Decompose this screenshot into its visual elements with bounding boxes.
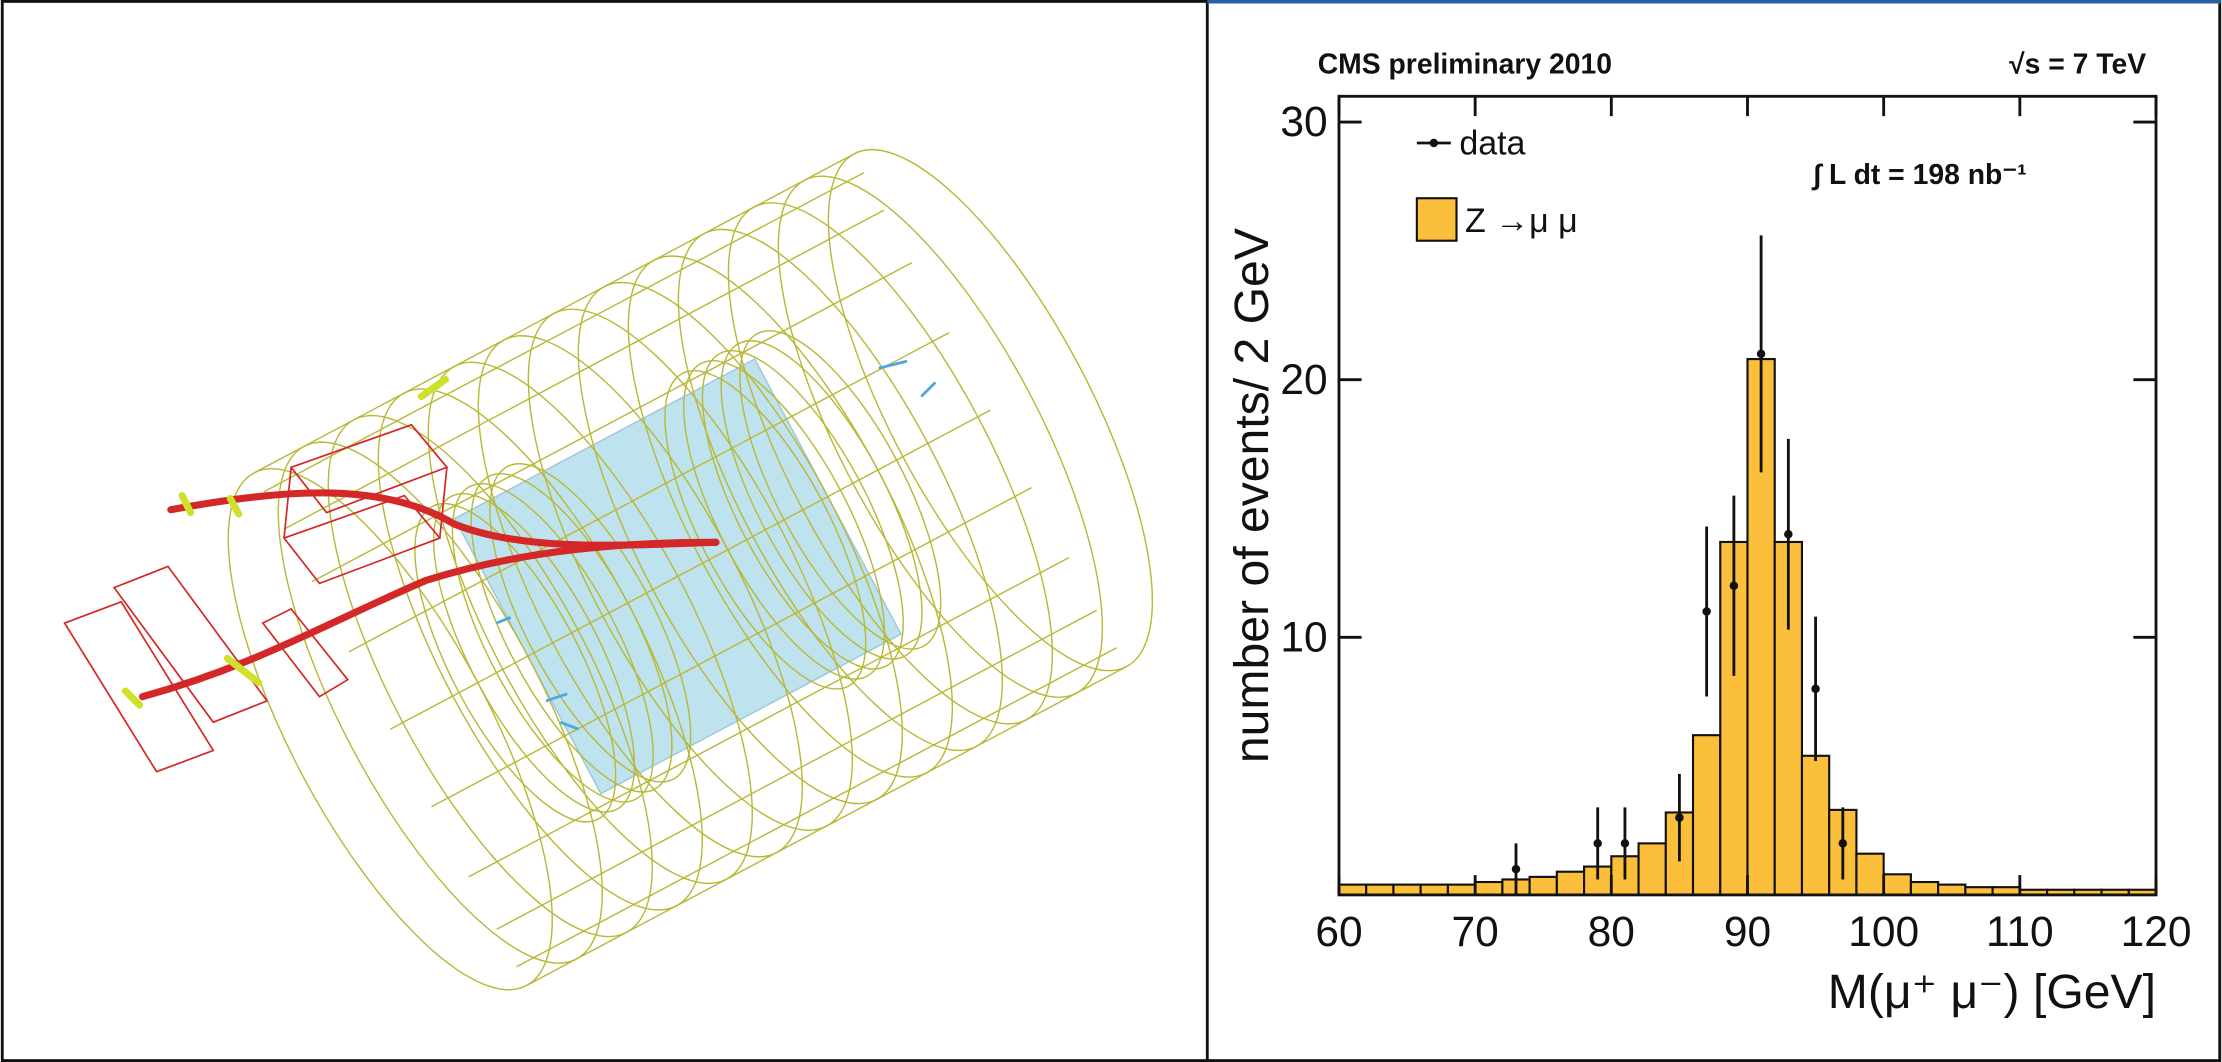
- hit: [559, 720, 580, 731]
- long-line: [431, 487, 1032, 808]
- x-tick-label: 70: [1452, 909, 1499, 956]
- y-axis-label: number of events/ 2 GeV: [1225, 228, 1279, 763]
- data-point: [1729, 581, 1739, 591]
- histogram-bar: [1528, 875, 1558, 896]
- y-tick-label: 10: [1280, 614, 1327, 661]
- histogram-bar: [1909, 880, 1940, 896]
- long-line: [496, 609, 1098, 930]
- x-tick-label: 120: [2121, 909, 2192, 956]
- hit: [121, 687, 144, 709]
- long-line: [516, 647, 1118, 968]
- hit: [545, 692, 568, 703]
- x-tick-label: 110: [1986, 909, 2054, 956]
- long-line: [253, 153, 855, 474]
- hits: [121, 375, 450, 709]
- long-line: [283, 209, 885, 530]
- hit: [223, 654, 263, 687]
- x-tick-label: 60: [1315, 909, 1362, 956]
- energy-label: √s = 7 TeV: [2009, 49, 2146, 81]
- histogram-bar: [1937, 883, 1967, 896]
- hit: [878, 359, 908, 370]
- long-line: [348, 332, 950, 653]
- histogram-bar: [1882, 873, 1912, 896]
- data-point: [1756, 349, 1766, 359]
- lumi-label: ∫ L dt = 198 nb⁻¹: [1811, 159, 2026, 191]
- x-tick-label: 100: [1848, 909, 1919, 956]
- histogram-bar: [1691, 734, 1722, 896]
- chamber-edge: [283, 467, 292, 539]
- data-point: [1593, 839, 1602, 848]
- chamber-edge: [438, 467, 448, 539]
- long-line: [526, 665, 1127, 987]
- histogram-bar: [1474, 880, 1504, 896]
- hit: [417, 375, 450, 401]
- data-point: [1511, 864, 1521, 874]
- y-tick-label: 30: [1280, 99, 1327, 146]
- data-point: [1675, 813, 1684, 822]
- histogram-bar: [1365, 883, 1395, 896]
- hit: [920, 381, 937, 398]
- histogram-bar: [1800, 754, 1831, 896]
- long-line: [311, 261, 913, 583]
- data-point: [1620, 839, 1630, 848]
- hit: [226, 494, 243, 518]
- long-line: [263, 171, 865, 493]
- histogram-bar: [1419, 883, 1449, 896]
- x-tick-label: 90: [1724, 909, 1771, 956]
- muon-chambers: [63, 423, 449, 773]
- histogram-bar: [1555, 870, 1586, 896]
- data-point: [1838, 839, 1848, 848]
- legend-data-marker: [1429, 138, 1439, 148]
- histogram-bar: [1637, 842, 1667, 896]
- event-display: [63, 148, 1154, 991]
- legend-label: Z →μ μ: [1465, 202, 1578, 240]
- x-axis-label: M(μ⁺ μ⁻) [GeV]: [1828, 965, 2156, 1019]
- x-tick-label: 80: [1588, 909, 1635, 956]
- histogram-bar: [1392, 883, 1422, 896]
- chamber: [63, 600, 215, 773]
- calo-hits: [495, 359, 937, 731]
- chamber: [261, 607, 350, 698]
- long-line: [389, 409, 991, 730]
- detector-wireframe: [227, 148, 1154, 991]
- hit: [178, 492, 195, 517]
- histogram-bar: [1337, 883, 1368, 896]
- legend-label: data: [1459, 124, 1525, 162]
- data-point: [1811, 684, 1820, 694]
- legend-swatch: [1415, 197, 1458, 242]
- hit: [495, 616, 512, 625]
- chart-title: CMS preliminary 2010: [1318, 49, 1612, 81]
- data-point: [1784, 529, 1793, 539]
- y-tick-label: 20: [1280, 357, 1327, 404]
- chamber: [112, 565, 269, 724]
- histogram-bar: [1855, 852, 1885, 896]
- long-line: [468, 557, 1070, 878]
- histogram-bar: [1446, 883, 1477, 896]
- data-point: [1702, 607, 1711, 616]
